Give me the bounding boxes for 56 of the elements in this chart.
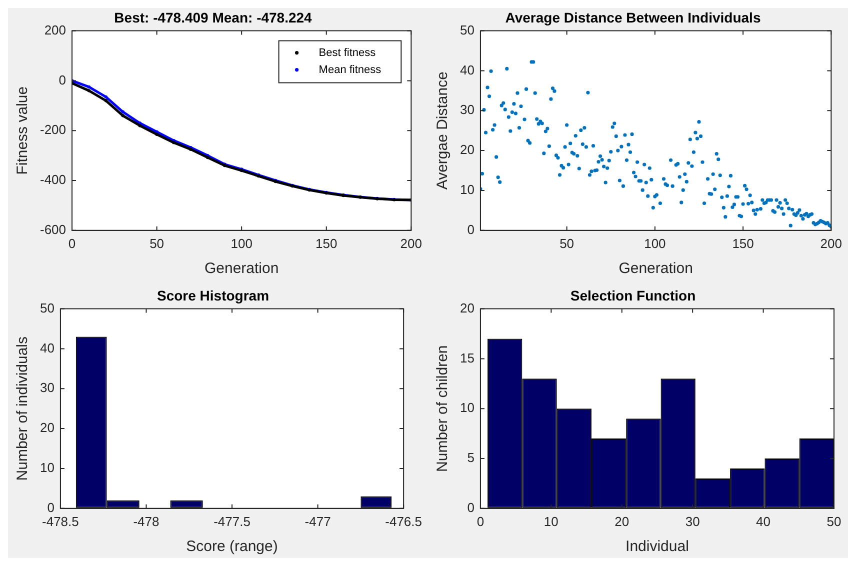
y-tick-label: -200 [40, 122, 66, 138]
y-tick-label: 5 [467, 450, 474, 466]
chart-title: Best: -478.409 Mean: -478.224 [114, 9, 312, 26]
y-axis-title: Avergae Distance [434, 72, 452, 190]
y-tick-label: -400 [40, 172, 66, 188]
y-tick-label: 50 [460, 22, 474, 38]
x-tick-label: 100 [644, 236, 666, 251]
x-tick-label: 10 [544, 514, 558, 529]
chart-title: Score Histogram [156, 287, 270, 304]
chart-title: Selection Function [570, 287, 696, 304]
y-tick-label: 50 [40, 300, 54, 316]
y-tick-label: 10 [40, 460, 54, 476]
x-tick-label: 30 [685, 514, 700, 529]
x-tick-label: 200 [820, 236, 842, 251]
x-tick-label: -477.5 [214, 514, 250, 529]
y-tick-label: 30 [40, 380, 54, 396]
chart-title: Average Distance Between Individuals [505, 9, 761, 26]
y-tick-label: 30 [460, 102, 474, 118]
x-tick-label: 150 [732, 236, 754, 251]
x-tick-label: -478 [133, 514, 160, 529]
x-tick-label: 0 [68, 236, 76, 251]
x-tick-label: 40 [756, 514, 771, 529]
legend-label: Best fitness [318, 46, 376, 59]
x-tick-label: 0 [476, 514, 484, 529]
y-tick-label: 10 [460, 400, 474, 416]
y-tick-label: 20 [40, 420, 54, 436]
x-tick-label: -478.5 [42, 514, 79, 529]
y-axis-title: Number of individuals [14, 336, 32, 481]
y-tick-label: 40 [40, 340, 54, 356]
y-axis-title: Number of children [434, 345, 452, 472]
y-axis-title: Fitness value [14, 86, 32, 175]
y-tick-label: 200 [44, 22, 66, 38]
y-tick-label: 15 [460, 350, 474, 366]
y-tick-label: 20 [460, 300, 474, 316]
x-tick-label: -477 [304, 514, 331, 529]
x-tick-label: 200 [400, 236, 422, 251]
x-tick-label: -476.5 [385, 514, 422, 529]
y-tick-label: 0 [467, 500, 474, 515]
x-tick-label: 100 [230, 236, 252, 251]
x-axis-title: Individual [626, 538, 689, 556]
x-tick-label: 50 [560, 236, 574, 251]
x-tick-label: 20 [614, 514, 630, 529]
y-tick-label: 0 [467, 222, 474, 237]
y-tick-label: 10 [460, 182, 474, 198]
x-axis-title: Score (range) [186, 538, 278, 556]
y-tick-label: 20 [460, 142, 474, 158]
x-tick-label: 50 [826, 514, 842, 529]
x-axis-title: Generation [618, 260, 693, 278]
y-tick-label: 0 [47, 500, 54, 515]
x-tick-label: 150 [316, 236, 338, 251]
y-tick-label: -600 [40, 222, 66, 237]
x-tick-label: 50 [150, 236, 164, 251]
x-axis-title: Generation [204, 260, 279, 278]
legend-label: Mean fitness [318, 64, 382, 76]
y-tick-label: 40 [460, 62, 474, 78]
y-tick-label: 0 [58, 72, 66, 88]
